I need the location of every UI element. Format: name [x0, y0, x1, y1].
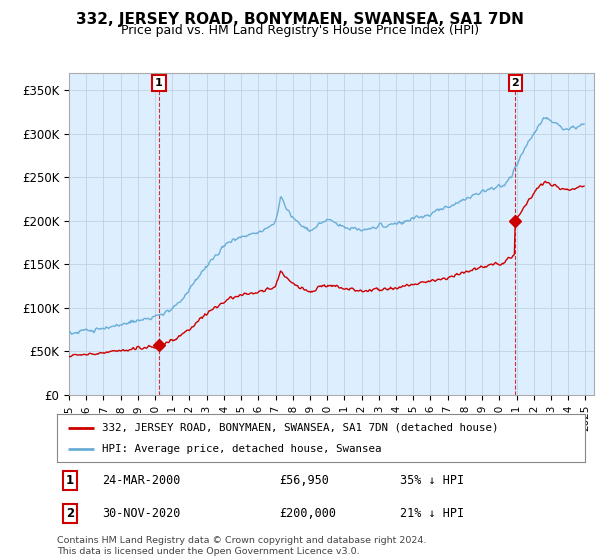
Text: 332, JERSEY ROAD, BONYMAEN, SWANSEA, SA1 7DN: 332, JERSEY ROAD, BONYMAEN, SWANSEA, SA1…	[76, 12, 524, 27]
Text: HPI: Average price, detached house, Swansea: HPI: Average price, detached house, Swan…	[102, 444, 382, 454]
Text: £56,950: £56,950	[279, 474, 329, 487]
Text: 2: 2	[511, 78, 519, 88]
Text: 24-MAR-2000: 24-MAR-2000	[102, 474, 180, 487]
Text: 1: 1	[66, 474, 74, 487]
Text: £200,000: £200,000	[279, 507, 336, 520]
Text: 35% ↓ HPI: 35% ↓ HPI	[400, 474, 464, 487]
Text: Price paid vs. HM Land Registry's House Price Index (HPI): Price paid vs. HM Land Registry's House …	[121, 24, 479, 37]
Text: Contains HM Land Registry data © Crown copyright and database right 2024.
This d: Contains HM Land Registry data © Crown c…	[57, 536, 427, 556]
Text: 30-NOV-2020: 30-NOV-2020	[102, 507, 180, 520]
Text: 332, JERSEY ROAD, BONYMAEN, SWANSEA, SA1 7DN (detached house): 332, JERSEY ROAD, BONYMAEN, SWANSEA, SA1…	[102, 423, 499, 433]
Text: 2: 2	[66, 507, 74, 520]
Text: 1: 1	[155, 78, 163, 88]
Text: 21% ↓ HPI: 21% ↓ HPI	[400, 507, 464, 520]
